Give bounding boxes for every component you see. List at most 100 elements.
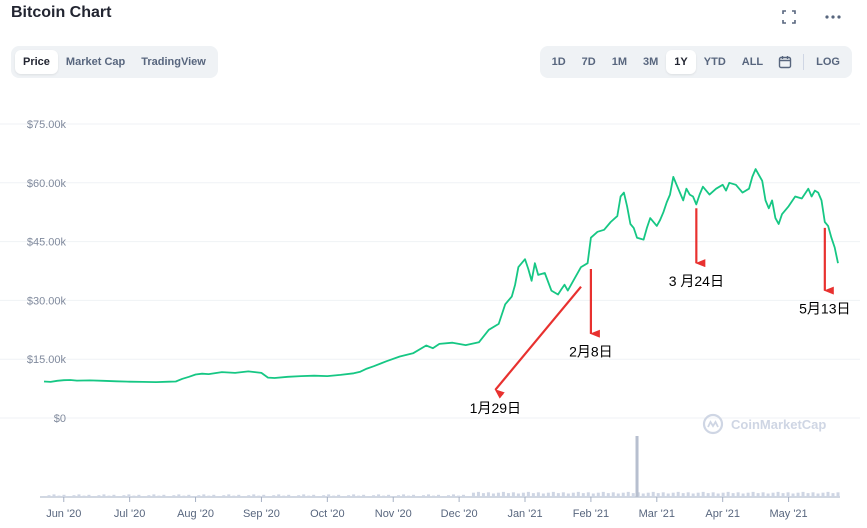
volume-bar	[736, 492, 740, 497]
x-tick-label: Mar '21	[639, 508, 675, 520]
volume-bar	[217, 496, 221, 497]
volume-bar	[282, 495, 286, 497]
volume-bar	[646, 492, 650, 497]
volume-bar	[511, 492, 515, 497]
volume-bar	[536, 492, 540, 497]
volume-bar	[157, 495, 161, 497]
annotation-label: 1月29日	[470, 400, 521, 416]
volume-bar	[262, 494, 266, 497]
volume-bar	[97, 495, 101, 497]
volume-bar	[107, 495, 111, 497]
volume-bar	[496, 492, 500, 497]
y-tick-label: $60.00k	[27, 178, 67, 190]
volume-bar	[491, 493, 495, 497]
annotation-label: 3 月24日	[669, 273, 724, 289]
volume-bar	[556, 493, 560, 497]
y-tick-label: $45.00k	[27, 237, 67, 249]
volume-bar	[152, 494, 156, 497]
volume-bar	[561, 492, 565, 497]
volume-bar	[806, 493, 810, 497]
log-toggle[interactable]: LOG	[816, 56, 840, 68]
fullscreen-icon[interactable]	[781, 9, 797, 25]
volume-bar	[661, 492, 665, 497]
y-axis: $0 $15.00k $30.00k $45.00k $60.00k $75.00k	[27, 119, 67, 425]
volume-bar	[791, 493, 795, 497]
range-3m[interactable]: 3M	[643, 56, 659, 68]
volume-bar	[127, 494, 131, 497]
volume-bar	[257, 495, 261, 497]
volume-bar	[142, 496, 146, 497]
volume-bar	[696, 492, 700, 497]
x-tick-label: Jun '20	[46, 508, 81, 520]
coinmarketcap-logo-icon	[702, 413, 724, 435]
tab-price[interactable]: Price	[15, 50, 58, 74]
volume-bar	[357, 495, 361, 497]
volume-bar	[771, 492, 775, 497]
volume-bar	[501, 491, 505, 497]
volume-bar	[427, 494, 431, 497]
volume-bar	[272, 495, 276, 497]
volume-bar	[706, 493, 710, 497]
y-tick-label: $15.00k	[27, 354, 67, 366]
range-1m[interactable]: 1M	[611, 56, 628, 68]
calendar-button[interactable]	[771, 50, 799, 74]
volume-bar	[606, 493, 610, 497]
volume-bar	[397, 495, 401, 497]
volume-bar	[67, 496, 71, 497]
volume-bar	[726, 491, 730, 497]
volume-bar	[526, 491, 530, 497]
volume-bar	[621, 492, 625, 497]
range-all[interactable]: ALL	[741, 56, 764, 68]
volume-bar	[347, 495, 351, 497]
volume-bar	[112, 494, 116, 497]
volume-bar	[372, 495, 376, 497]
volume-bar	[277, 494, 281, 497]
tab-tradingview[interactable]: TradingView	[141, 56, 206, 68]
annotations: 1月29日 2月8日 3 月24日 5月13日	[470, 208, 851, 416]
volume-area	[40, 436, 840, 498]
volume-bar	[566, 493, 570, 497]
range-7d[interactable]: 7D	[581, 56, 596, 68]
volume-bar	[551, 491, 555, 497]
volume-bar	[197, 495, 201, 497]
x-tick-label: Aug '20	[177, 508, 214, 520]
volume-bar	[52, 494, 56, 497]
volume-bar	[252, 494, 256, 497]
volume-bar	[641, 493, 645, 497]
volume-bar	[432, 495, 436, 497]
price-series-line	[43, 168, 839, 383]
volume-bar	[476, 491, 480, 497]
range-ytd[interactable]: YTD	[703, 56, 726, 68]
volume-bar	[611, 492, 615, 497]
volume-spike-bar	[635, 436, 639, 497]
volume-bar	[342, 496, 346, 497]
volume-bar	[137, 494, 141, 497]
x-tick-label: Feb '21	[573, 508, 609, 520]
volume-bar	[801, 491, 805, 497]
volume-bar	[651, 491, 655, 497]
volume-bar	[47, 495, 51, 497]
more-icon[interactable]	[825, 9, 841, 25]
volume-bar	[147, 495, 151, 497]
volume-bar	[456, 495, 460, 497]
volume-bar	[676, 491, 680, 497]
volume-bar	[232, 495, 236, 497]
chart-type-tabs: Price Market Cap TradingView	[11, 46, 218, 78]
volume-bar	[237, 494, 241, 497]
volume-bar	[746, 492, 750, 497]
range-1d[interactable]: 1D	[551, 56, 566, 68]
range-1y[interactable]: 1Y	[666, 50, 696, 74]
volume-bar	[596, 492, 600, 497]
volume-bar	[581, 493, 585, 497]
volume-bar	[307, 495, 311, 497]
annotation-label: 2月8日	[569, 344, 613, 360]
volume-bar	[102, 494, 106, 497]
volume-bar	[192, 496, 196, 497]
watermark-text: CoinMarketCap	[731, 417, 826, 432]
volume-bar	[751, 491, 755, 497]
volume-bar	[471, 492, 475, 497]
volume-bar	[57, 495, 61, 497]
volume-bar	[546, 492, 550, 497]
tab-market-cap[interactable]: Market Cap	[65, 56, 126, 68]
volume-bar	[681, 493, 685, 497]
